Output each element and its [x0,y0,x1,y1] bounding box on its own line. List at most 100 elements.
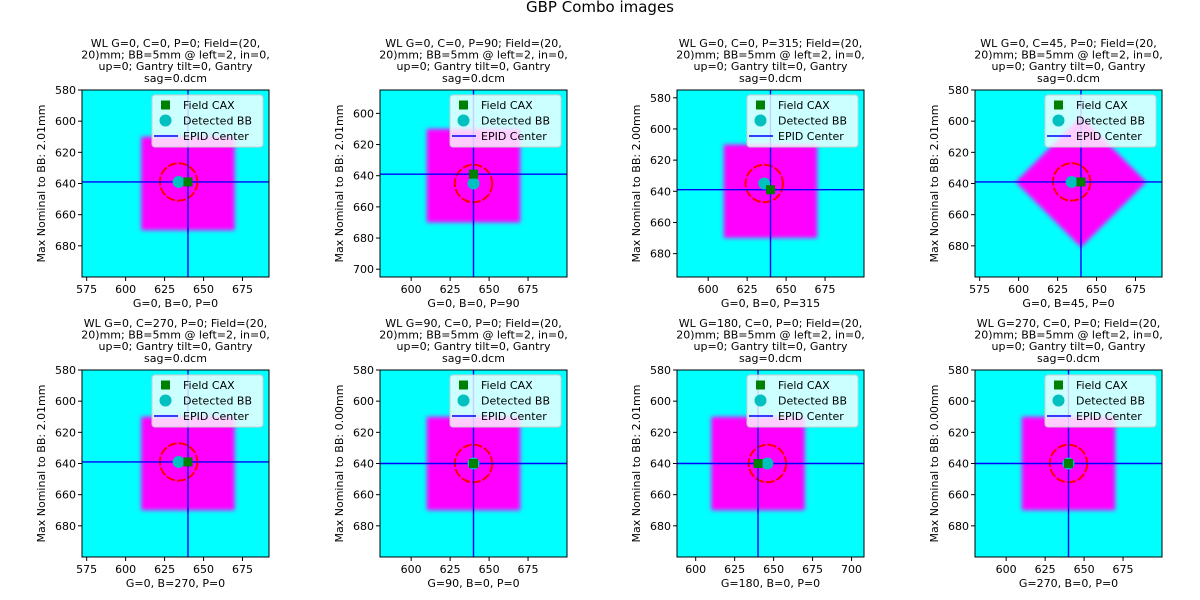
x-tick-label: 625 [154,563,175,576]
field-cax-marker [1076,177,1086,187]
y-tick-label: 580 [353,364,374,377]
subplot-title-line: WL G=0, C=270, P=0; Field=(20, [84,317,268,330]
x-tick-label: 575 [76,283,97,296]
field-cax-marker [469,459,478,468]
y-tick-label: 620 [353,426,374,439]
legend-label: EPID Center [1076,410,1142,423]
y-tick-label: 680 [353,520,374,533]
legend-box [449,94,562,148]
x-tick-label: 600 [698,283,719,296]
y-tick-label: 600 [353,395,374,408]
subplot-3: WL G=0, C=0, P=315; Field=(20,20)mm; BB=… [630,37,865,310]
x-tick-label: 650 [479,563,500,576]
figure-title: GBP Combo images [526,0,674,16]
x-tick-label: 650 [479,283,500,296]
y-tick-label: 600 [55,395,76,408]
y-tick-label: 600 [353,107,374,120]
subplot-title-line: sag=0.dcm [144,352,207,365]
legend-label: EPID Center [778,410,844,423]
legend-swatch-field-cax [161,380,170,390]
detected-bb-marker [172,175,185,188]
x-tick-label: 625 [1047,283,1068,296]
subplot-title-line: WL G=180, C=0, P=0; Field=(20, [679,317,863,330]
subplot-title-line: up=0; Gantry tilt=0, Gantry [397,340,551,353]
y-tick-label: 640 [353,458,374,471]
field-cax-marker [753,459,763,468]
legend-box [449,374,562,428]
legend: Field CAX Detected BB EPID Center [449,374,562,428]
subplot-title-line: 20)mm; BB=5mm @ left=2, in=0, [974,49,1162,62]
legend-swatch-field-cax [459,380,468,390]
field-cax-marker [183,177,193,187]
subplot-title-line: WL G=0, C=0, P=90; Field=(20, [385,37,562,50]
detected-bb-marker [467,177,480,190]
y-tick-label: 620 [948,146,969,159]
detected-bb-marker [172,455,185,468]
x-tick-label: 650 [1086,283,1107,296]
legend-label: Detected BB [778,115,847,128]
x-axis-label: G=0, B=0, P=315 [721,297,820,310]
y-axis-label: Max Nominal to BB: 0.00mm [333,385,346,543]
detected-bb-marker [1065,175,1078,188]
legend-label: Field CAX [778,379,830,392]
x-tick-label: 675 [802,563,823,576]
x-tick-label: 650 [1074,563,1095,576]
x-tick-label: 675 [1125,283,1146,296]
x-axis-label: G=0, B=0, P=90 [427,297,519,310]
y-tick-label: 680 [650,248,671,261]
legend-swatch-field-cax [1054,100,1063,110]
y-tick-label: 660 [55,489,76,502]
subplot-title-line: WL G=0, C=45, P=0; Field=(20, [980,37,1157,50]
x-tick-label: 625 [154,283,175,296]
y-tick-label: 660 [948,489,969,502]
y-axis-label: Max Nominal to BB: 0.00mm [928,385,941,543]
legend-label: EPID Center [183,130,249,143]
y-tick-label: 600 [650,123,671,136]
x-tick-label: 625 [724,563,745,576]
subplot-7: WL G=180, C=0, P=0; Field=(20,20)mm; BB=… [630,317,865,590]
legend-swatch-detected-bb [754,394,767,407]
y-tick-label: 680 [353,232,374,245]
x-axis-label: G=0, B=270, P=0 [126,577,225,590]
y-tick-label: 580 [650,364,671,377]
legend-swatch-detected-bb [159,114,172,127]
legend-label: Detected BB [1076,115,1145,128]
field-cax-marker [766,185,775,195]
legend: Field CAX Detected BB EPID Center [1044,374,1157,428]
legend-label: Detected BB [1076,395,1145,408]
y-tick-label: 640 [948,458,969,471]
legend: Field CAX Detected BB EPID Center [1044,94,1157,148]
subplot-title-line: 20)mm; BB=5mm @ left=2, in=0, [379,329,567,342]
legend-label: Detected BB [778,395,847,408]
x-tick-label: 650 [763,563,784,576]
legend-label: Field CAX [183,379,235,392]
bb-outline-circle [744,163,784,204]
y-tick-label: 580 [650,92,671,105]
legend-box [151,94,264,148]
x-axis-label: G=0, B=45, P=0 [1022,297,1114,310]
subplot-6: WL G=90, C=0, P=0; Field=(20,20)mm; BB=5… [333,317,568,590]
x-tick-label: 625 [737,283,758,296]
y-tick-label: 580 [55,364,76,377]
x-tick-label: 575 [969,283,990,296]
x-tick-label: 600 [115,283,136,296]
x-tick-label: 600 [1008,283,1029,296]
subplot-5: WL G=0, C=270, P=0; Field=(20,20)mm; BB=… [35,317,270,590]
y-tick-label: 640 [650,458,671,471]
y-tick-label: 660 [948,209,969,222]
legend-swatch-detected-bb [1052,114,1065,127]
legend-swatch-detected-bb [754,114,767,127]
field-cax-marker [1064,459,1073,468]
x-tick-label: 625 [440,563,461,576]
legend-label: Field CAX [1076,379,1128,392]
legend-swatch-field-cax [1054,380,1063,390]
x-tick-label: 675 [518,563,539,576]
subplot-title-line: 20)mm; BB=5mm @ left=2, in=0, [379,49,567,62]
legend-box [1044,94,1157,148]
legend-label: EPID Center [481,410,547,423]
subplot-1: WL G=0, C=0, P=0; Field=(20,20)mm; BB=5m… [35,37,270,310]
subplot-title-line: up=0; Gantry tilt=0, Gantry [992,60,1146,73]
axes-frame [379,89,568,278]
x-tick-label: 600 [996,563,1017,576]
